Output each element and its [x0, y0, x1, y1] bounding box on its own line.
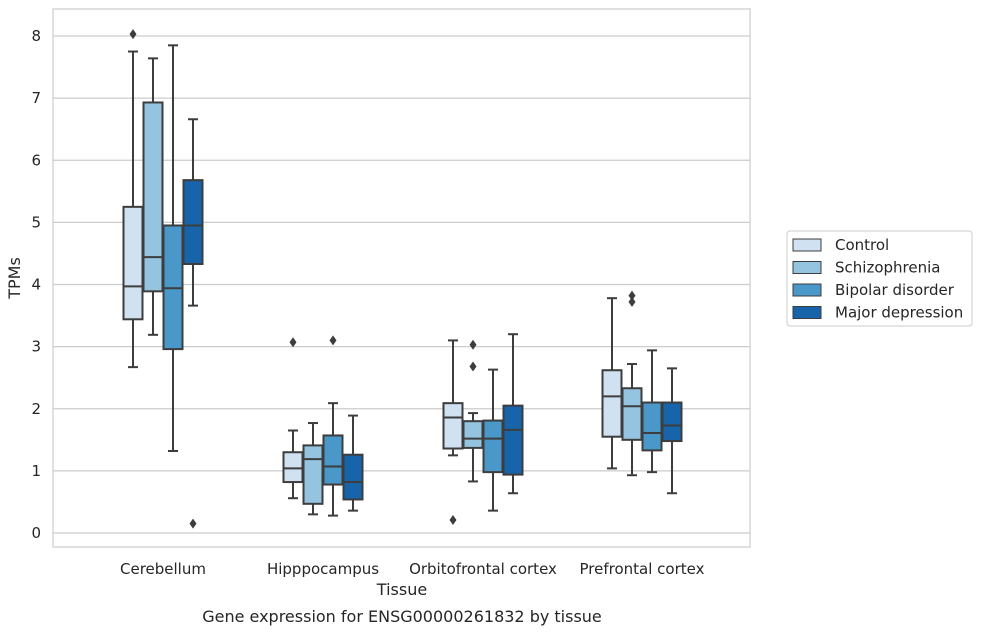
box-group [502, 333, 524, 495]
box-group [182, 118, 204, 529]
y-tick-label: 1 [31, 462, 41, 480]
legend-frame [786, 230, 973, 327]
outlier-point [628, 296, 636, 307]
legend-label: Major depression [835, 304, 963, 322]
y-tick-label: 0 [31, 524, 41, 542]
outlier-point [129, 29, 137, 40]
x-tick-label: Hipppocampus [267, 560, 379, 578]
box [482, 419, 504, 474]
legend-label: Bipolar disorder [835, 281, 955, 299]
box [322, 434, 344, 486]
box-group [122, 29, 144, 369]
box-group [601, 297, 623, 470]
y-tick-label: 3 [31, 338, 41, 356]
legend-label: Schizophrenia [835, 259, 940, 277]
y-tick-label: 2 [31, 400, 41, 418]
box [342, 453, 364, 501]
y-tick-label: 8 [31, 27, 41, 45]
legend: Control Schizophrenia Bipolar disorder Majo… [786, 230, 973, 327]
x-tick-labels: Cerebellum Hipppocampus Orbitofrontal cort… [120, 560, 705, 578]
gridlines [53, 35, 750, 534]
x-tick-label: Cerebellum [120, 560, 206, 578]
y-tick-label: 7 [31, 89, 41, 107]
x-axis-label: Tissue [376, 580, 427, 599]
outlier-point [189, 518, 197, 529]
box [621, 387, 643, 441]
legend-label: Control [835, 236, 889, 254]
outlier-point [329, 335, 337, 346]
box [462, 420, 484, 449]
legend-swatch [792, 306, 822, 319]
box [282, 451, 304, 484]
legend-swatch [792, 238, 822, 252]
box [182, 179, 204, 265]
x-tick-label: Orbitofrontal cortex [409, 560, 557, 578]
box [442, 402, 464, 450]
outlier-point [469, 361, 477, 372]
box [302, 444, 324, 505]
box [661, 401, 683, 443]
y-axis-label: TPMs [5, 257, 24, 300]
y-tick-labels: 0 1 2 3 4 5 6 7 8 [31, 27, 41, 542]
boxes [122, 29, 683, 529]
outlier-point [628, 290, 636, 301]
y-tick-label: 5 [31, 213, 41, 231]
legend-swatch [792, 261, 822, 274]
figure-caption: Gene expression for ENSG00000261832 by t… [202, 607, 602, 626]
box-group [342, 414, 364, 512]
box-group [162, 44, 184, 452]
box [122, 205, 144, 321]
y-tick-label: 6 [31, 151, 41, 169]
box-group [282, 337, 304, 500]
legend-swatch [792, 283, 822, 297]
box-group [641, 349, 663, 474]
box-group [142, 57, 164, 336]
outlier-point [449, 514, 457, 525]
box [601, 369, 623, 438]
outlier-point [469, 339, 477, 350]
box-group [302, 422, 324, 516]
box [641, 401, 663, 452]
y-tick-label: 4 [31, 276, 41, 294]
box-group [661, 367, 683, 495]
outlier-point [289, 337, 297, 348]
box [142, 101, 164, 293]
box [502, 404, 524, 476]
box-group [482, 368, 504, 512]
x-tick-label: Prefrontal cortex [580, 560, 705, 578]
